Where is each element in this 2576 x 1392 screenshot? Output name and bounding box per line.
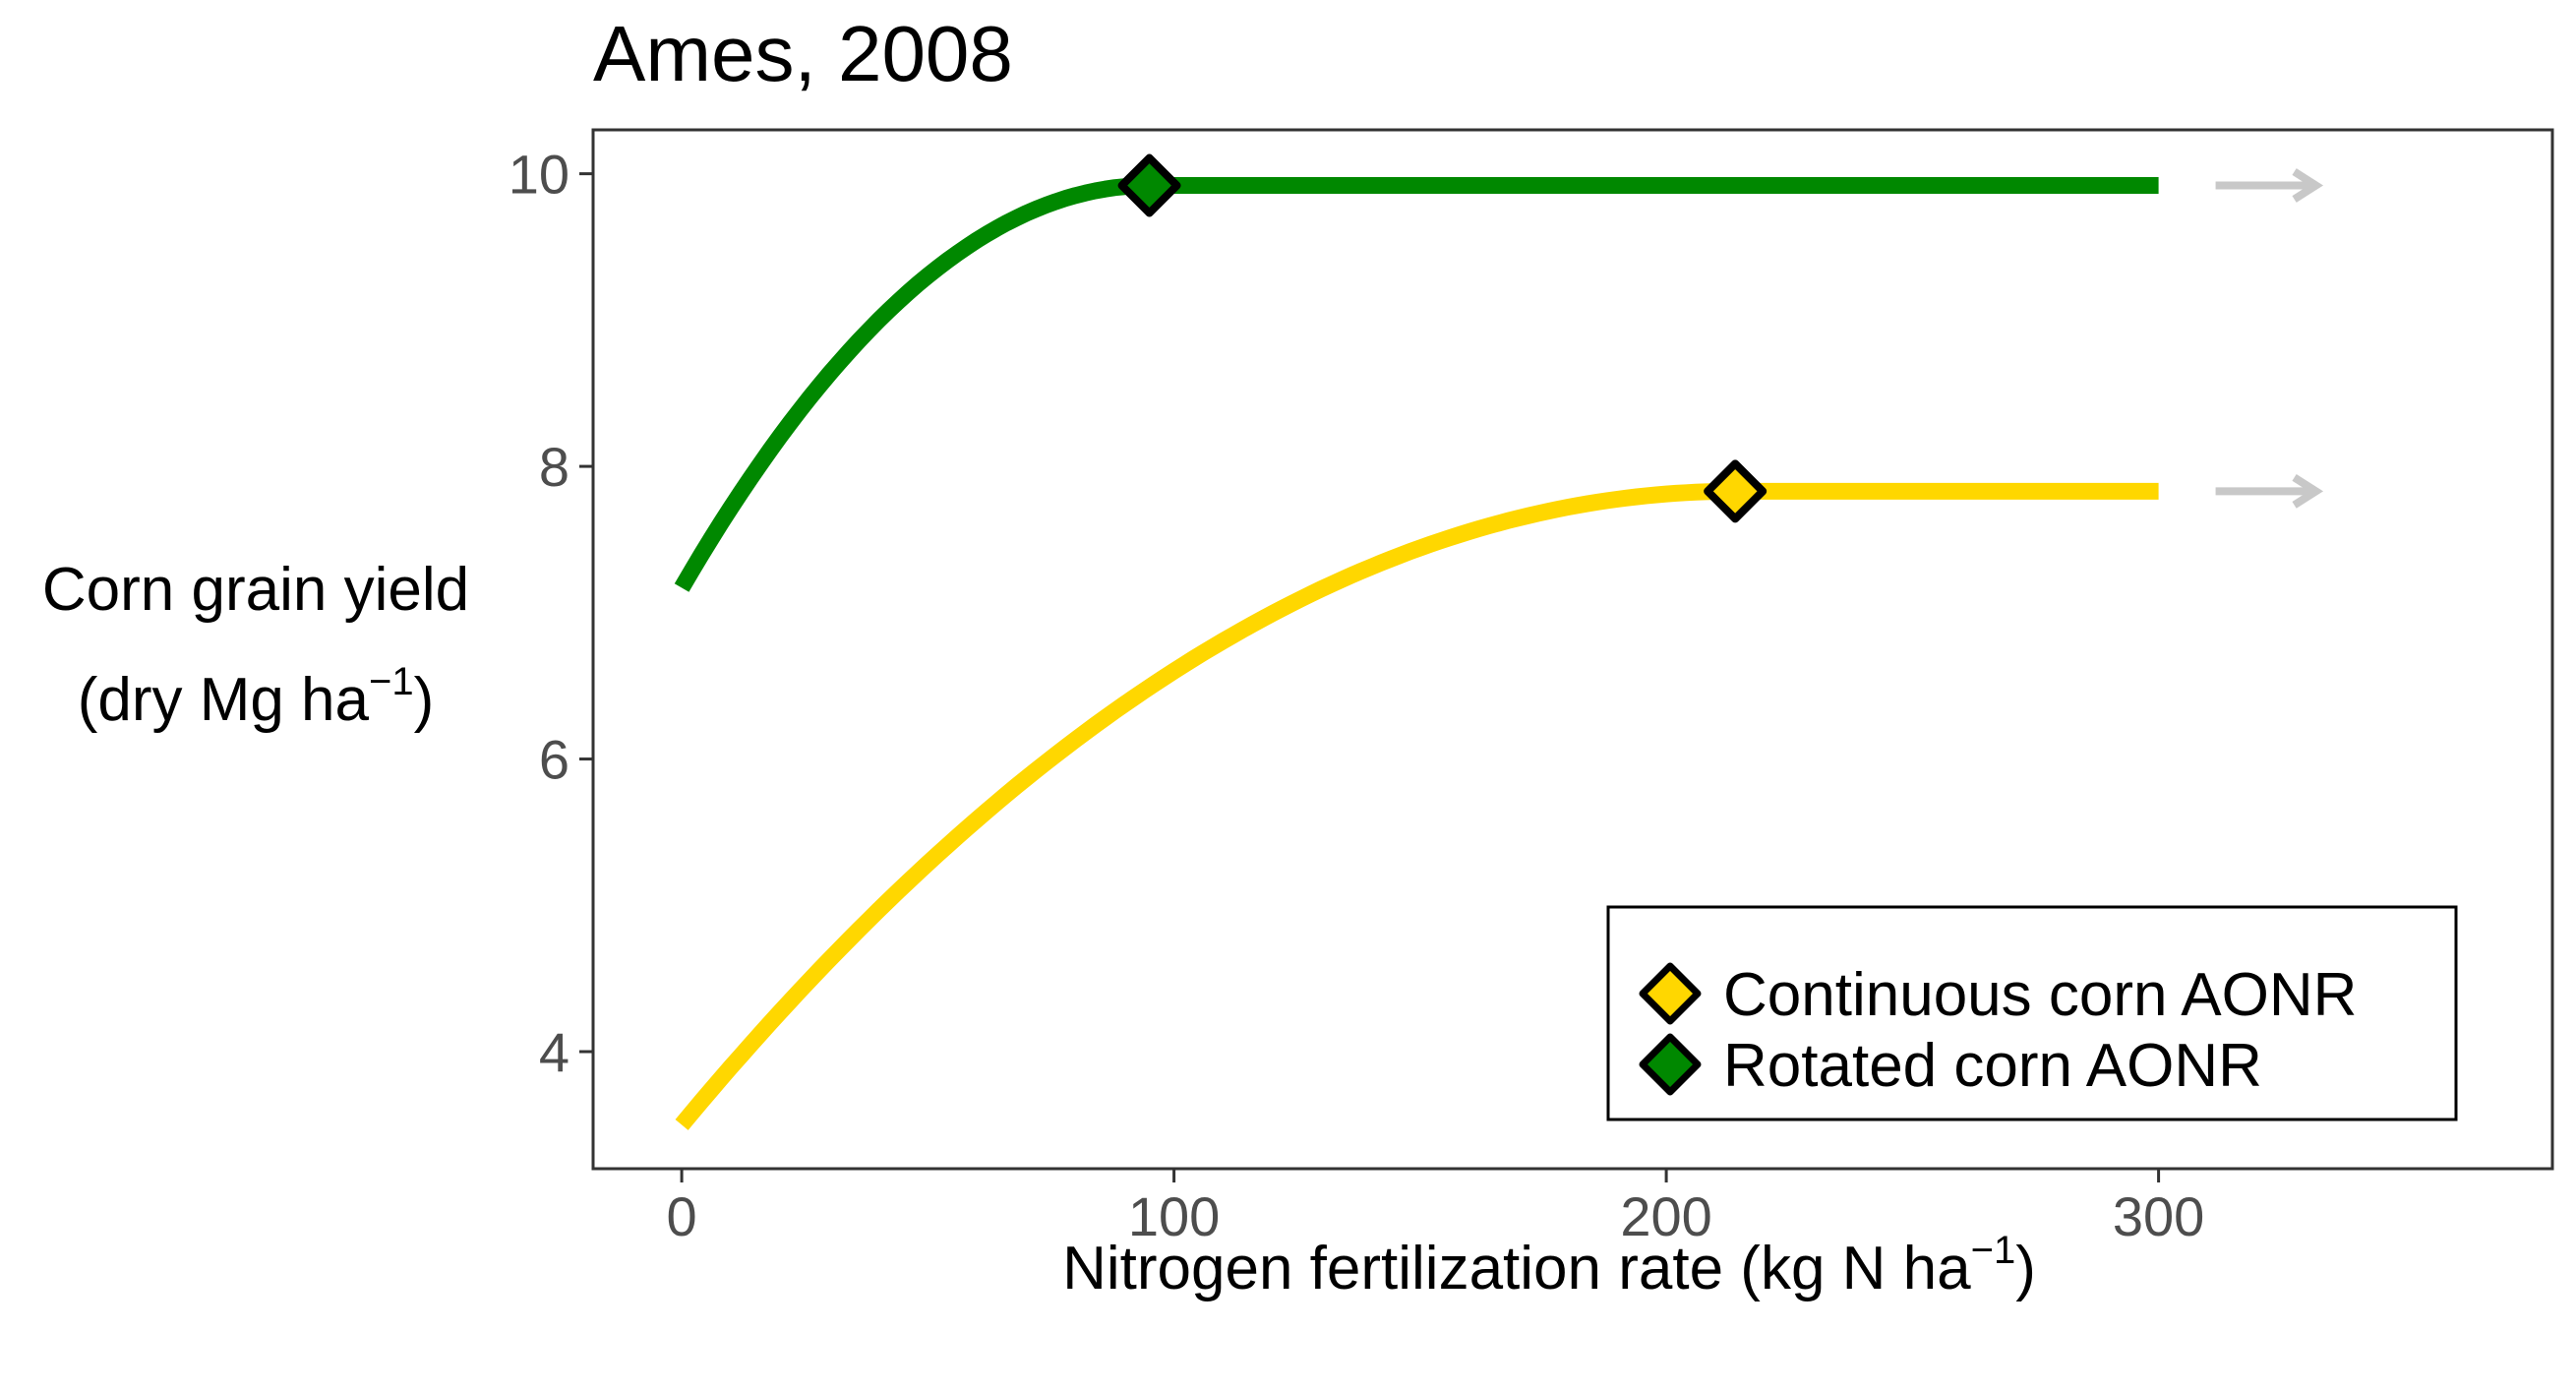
- axes: 0 100 200 300 4 6 8 10: [509, 144, 2205, 1247]
- legend-box: [1606, 905, 2458, 1121]
- y-axis-label-main: (dry Mg ha: [78, 666, 370, 734]
- x-axis-label-main: Nitrogen fertilization rate (kg N ha: [1062, 1235, 1971, 1302]
- plot-area: [674, 153, 2324, 1130]
- x-tick-label: 100: [1128, 1185, 1220, 1247]
- legend-marker-continuous: [1639, 962, 1702, 1025]
- x-tick-label: 300: [2113, 1185, 2204, 1247]
- x-axis-label-close: ): [2015, 1235, 2036, 1302]
- legend-label-continuous: Continuous corn AONR: [1723, 961, 2357, 1029]
- continuation-arrow-head-0: [2292, 473, 2324, 509]
- y-tick-label: 10: [509, 144, 569, 206]
- y-axis-label-superscript: −1: [369, 660, 414, 703]
- x-axis-label: Nitrogen fertilization rate (kg N ha−1): [1062, 1229, 2036, 1302]
- series-line-1: [674, 177, 2159, 592]
- plot-border: [591, 128, 2554, 1171]
- y-tick-label: 6: [539, 729, 569, 791]
- aonr-marker-0: [1704, 459, 1767, 523]
- legend: Continuous corn AONR Rotated corn AONR: [1606, 905, 2458, 1121]
- y-axis-label-line1: Corn grain yield: [42, 556, 469, 624]
- continuation-arrow-head-1: [2292, 168, 2324, 203]
- chart-title: Ames, 2008: [593, 10, 1013, 97]
- legend-label-rotated: Rotated corn AONR: [1723, 1032, 2262, 1100]
- y-axis-label-line2: (dry Mg ha−1): [78, 660, 435, 734]
- series-line-0: [675, 482, 2159, 1130]
- aonr-marker-1: [1117, 153, 1181, 217]
- x-axis-label-superscript: −1: [1971, 1229, 2016, 1272]
- x-tick-label: 200: [1620, 1185, 1711, 1247]
- y-tick-label: 8: [539, 436, 569, 498]
- y-axis-label-close: ): [414, 666, 435, 734]
- x-tick-label: 0: [667, 1185, 697, 1247]
- y-tick-label: 4: [539, 1021, 569, 1083]
- legend-marker-rotated: [1639, 1033, 1702, 1096]
